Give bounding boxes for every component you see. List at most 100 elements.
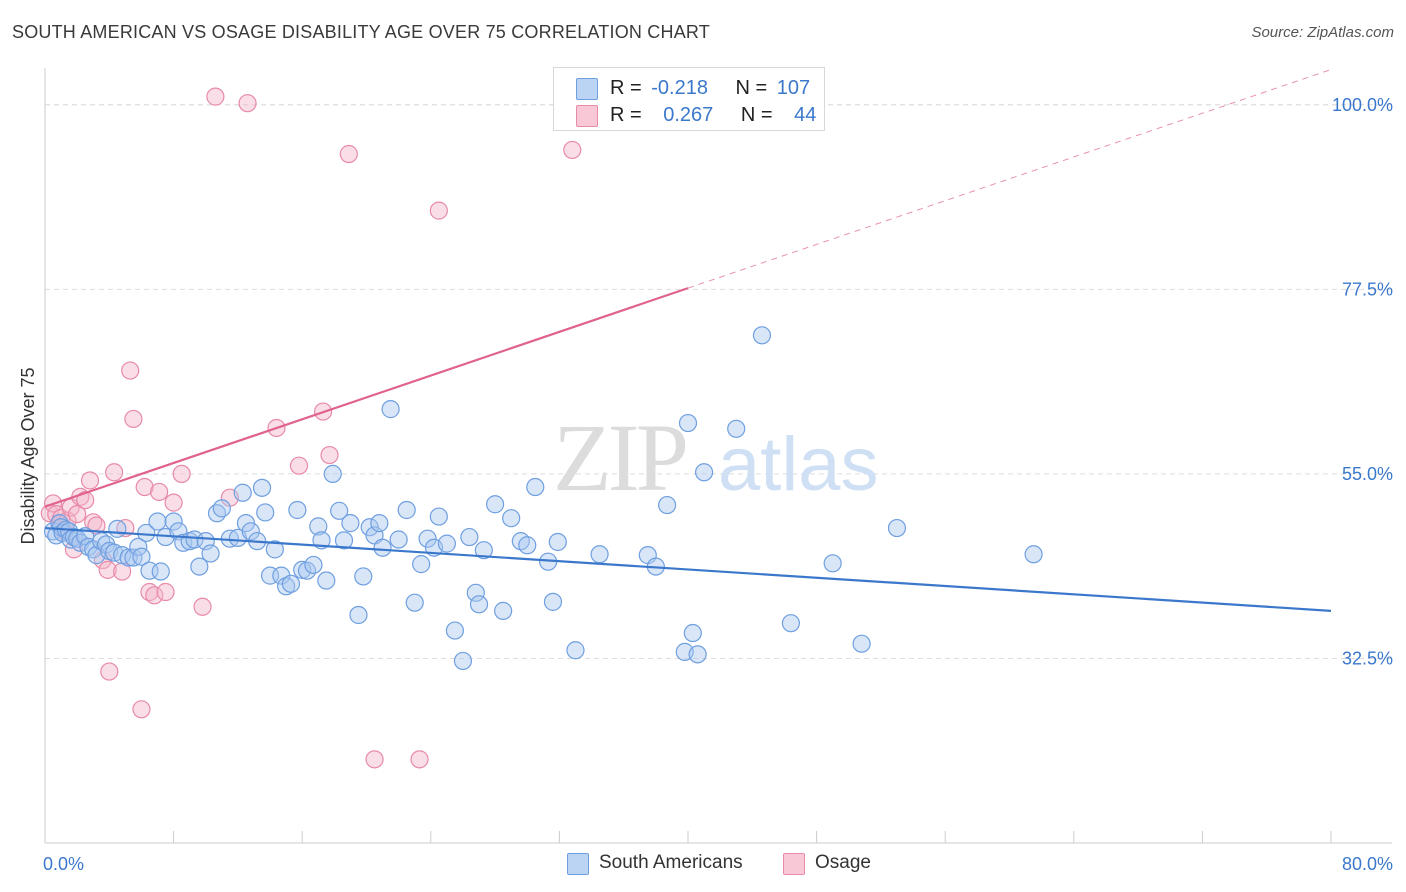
south-american-point [474, 541, 493, 560]
osage-point [320, 445, 339, 465]
south-american-point [334, 531, 354, 550]
south-american-point [445, 621, 465, 640]
south-american-point [132, 547, 151, 566]
south-american-point [323, 464, 342, 484]
osage-point [156, 582, 175, 602]
south-american-point [543, 592, 563, 611]
south-american-point [174, 533, 193, 552]
south-american-point [381, 400, 400, 419]
osage-point [105, 463, 124, 482]
south-american-points [43, 326, 1043, 671]
south-american-point [548, 532, 567, 552]
south-american-point [233, 483, 252, 502]
south-american-point [277, 577, 296, 596]
blue-swatch-icon [576, 78, 598, 100]
axis-labels: 32.5% 55.0% 77.5% 100.0% 0.0% 80.0% Disability… [18, 95, 1393, 874]
chart-title: SOUTH AMERICAN VS OSAGE DISABILITY AGE O… [12, 22, 710, 42]
south-american-point [317, 571, 336, 590]
south-american-point [437, 534, 456, 553]
south-american-point [460, 527, 479, 547]
south-american-point [494, 601, 513, 620]
osage-point [365, 750, 384, 769]
watermark: ZIP atlas [553, 404, 879, 511]
osage-point [206, 87, 225, 106]
south-american-point [164, 512, 183, 531]
legend-n-value: 107 [776, 77, 811, 99]
osage-point [76, 491, 95, 510]
south-american-point [151, 562, 170, 581]
south-american-point [370, 514, 389, 533]
legend-n-label: N = [740, 104, 773, 126]
y-tick-label: 100.0% [1332, 95, 1393, 115]
osage-point [429, 201, 448, 220]
south-american-point [526, 477, 545, 497]
south-american-point [190, 557, 209, 576]
grid-lines [45, 104, 1392, 659]
osage-point [135, 477, 154, 497]
south-american-point [349, 605, 368, 625]
y-tick-label: 32.5% [1342, 648, 1393, 668]
south-american-point [852, 634, 871, 653]
legend-n-value: 44 [794, 104, 817, 126]
y-tick-label: 77.5% [1342, 279, 1393, 299]
axes [44, 68, 1392, 844]
south-american-point [241, 522, 260, 541]
south-american-point [683, 623, 702, 643]
series-legend: South Americans Osage [0, 852, 1406, 878]
legend-r-value: 0.267 [663, 104, 714, 126]
south-american-point [823, 554, 842, 573]
south-american-point [412, 555, 431, 574]
south-american-point [688, 645, 707, 664]
south-american-point [185, 530, 204, 549]
south-american-point [148, 512, 167, 531]
osage-trend-extension [687, 69, 1332, 289]
legend-r-value: -0.218 [651, 77, 708, 99]
south-american-point [201, 544, 220, 563]
south-american-point [781, 614, 800, 633]
osage-point [145, 586, 164, 605]
osage-point [121, 361, 140, 380]
south-american-point [397, 500, 416, 520]
osage-point [289, 456, 309, 475]
osage-point [164, 493, 183, 512]
pink-swatch-icon [783, 853, 805, 875]
south-american-point [108, 519, 127, 538]
osage-point [64, 540, 84, 559]
x-tick-label-min: 0.0% [43, 854, 84, 874]
south-american-point [453, 651, 473, 671]
south-american-point [486, 495, 505, 514]
stats-legend: R = -0.218 N = 107 R = 0.267 N = 44 [553, 67, 825, 131]
south-american-point [518, 536, 537, 555]
osage-point [563, 140, 582, 160]
osage-trend-line [44, 287, 689, 508]
legend-n-label: N = [735, 77, 768, 99]
y-axis-title: Disability Age Over 75 [18, 367, 38, 544]
south-american-point [752, 326, 772, 345]
south-american-point [566, 641, 585, 660]
south-american-point [309, 517, 328, 536]
south-american-point [405, 593, 424, 612]
osage-point [339, 144, 358, 164]
south-american-point [304, 555, 323, 575]
south-american-point [429, 507, 448, 526]
south-american-point [678, 413, 698, 433]
south-american-point [373, 538, 392, 557]
south-american-point [61, 530, 80, 549]
source-credit: Source: ZipAtlas.com [1251, 24, 1394, 41]
south-american-point [694, 463, 714, 482]
south-american-point [288, 500, 307, 520]
south-american-point [212, 499, 231, 518]
watermark-atlas: atlas [718, 422, 879, 507]
osage-point [193, 597, 212, 616]
south-american-trend-line [44, 526, 1332, 612]
south-american-point [129, 537, 148, 557]
legend-south-americans-label: South Americans [599, 852, 743, 873]
legend-r-label: R = [610, 77, 642, 99]
watermark-zip: ZIP [553, 404, 686, 511]
blue-swatch-icon [567, 853, 589, 875]
osage-point [80, 471, 100, 490]
osage-point [100, 662, 119, 681]
south-american-point [265, 540, 284, 559]
pink-swatch-icon [576, 105, 598, 127]
